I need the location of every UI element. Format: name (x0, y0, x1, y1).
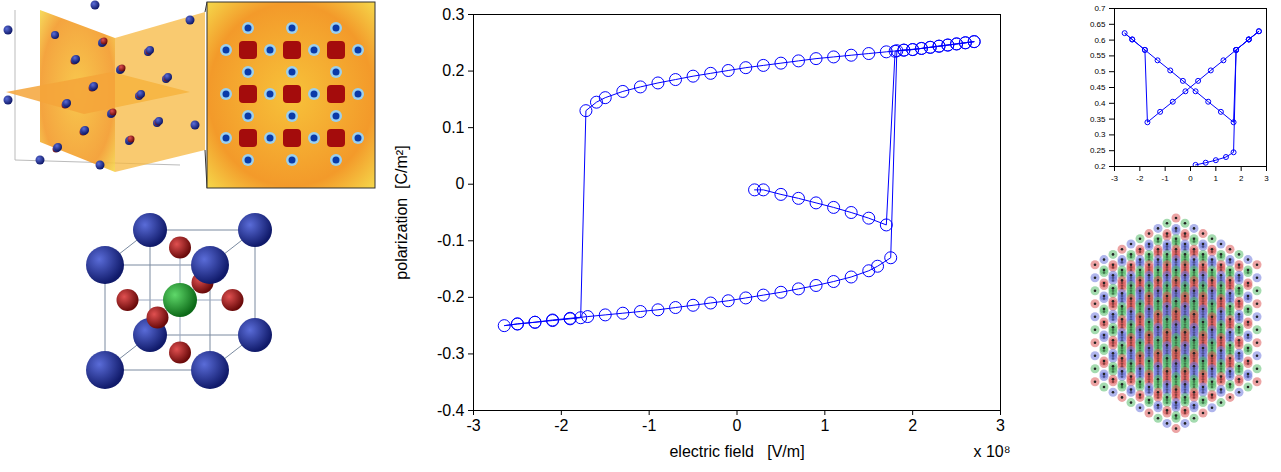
svg-text:1: 1 (820, 417, 829, 434)
svg-text:0.45: 0.45 (1090, 83, 1106, 92)
svg-text:0.25: 0.25 (1090, 146, 1106, 155)
svg-text:1: 1 (1214, 174, 1219, 183)
svg-text:0.2: 0.2 (1094, 162, 1106, 171)
svg-text:polarization [C/m²]: polarization [C/m²] (393, 145, 410, 279)
svg-text:-0.2: -0.2 (437, 288, 465, 305)
svg-text:0.1: 0.1 (442, 119, 464, 136)
svg-text:-2: -2 (554, 417, 568, 434)
svg-text:electric field [V/m]: electric field [V/m] (669, 443, 804, 460)
svg-text:3: 3 (996, 417, 1005, 434)
svg-text:-0.4: -0.4 (437, 402, 465, 419)
svg-text:x 10⁸: x 10⁸ (974, 443, 1011, 460)
svg-text:0: 0 (733, 417, 742, 434)
svg-text:0.4: 0.4 (1094, 99, 1106, 108)
svg-text:-3: -3 (1111, 174, 1119, 183)
svg-text:-0.1: -0.1 (437, 232, 465, 249)
svg-text:0: 0 (456, 175, 465, 192)
svg-text:0: 0 (1188, 174, 1193, 183)
svg-text:0.5: 0.5 (1094, 67, 1106, 76)
svg-text:0.35: 0.35 (1090, 115, 1106, 124)
svg-text:-3: -3 (466, 417, 480, 434)
svg-text:2: 2 (908, 417, 917, 434)
svg-text:0.7: 0.7 (1094, 4, 1106, 13)
svg-text:-2: -2 (1136, 174, 1144, 183)
svg-text:0.3: 0.3 (1094, 130, 1106, 139)
svg-text:3: 3 (1264, 174, 1269, 183)
svg-text:0.3: 0.3 (442, 6, 464, 23)
svg-text:0.55: 0.55 (1090, 51, 1106, 60)
svg-text:-0.3: -0.3 (437, 345, 465, 362)
svg-text:0.2: 0.2 (442, 62, 464, 79)
svg-text:-1: -1 (1162, 174, 1170, 183)
svg-text:2: 2 (1239, 174, 1244, 183)
svg-text:0.6: 0.6 (1094, 36, 1106, 45)
svg-text:0.65: 0.65 (1090, 20, 1106, 29)
svg-text:-1: -1 (642, 417, 656, 434)
